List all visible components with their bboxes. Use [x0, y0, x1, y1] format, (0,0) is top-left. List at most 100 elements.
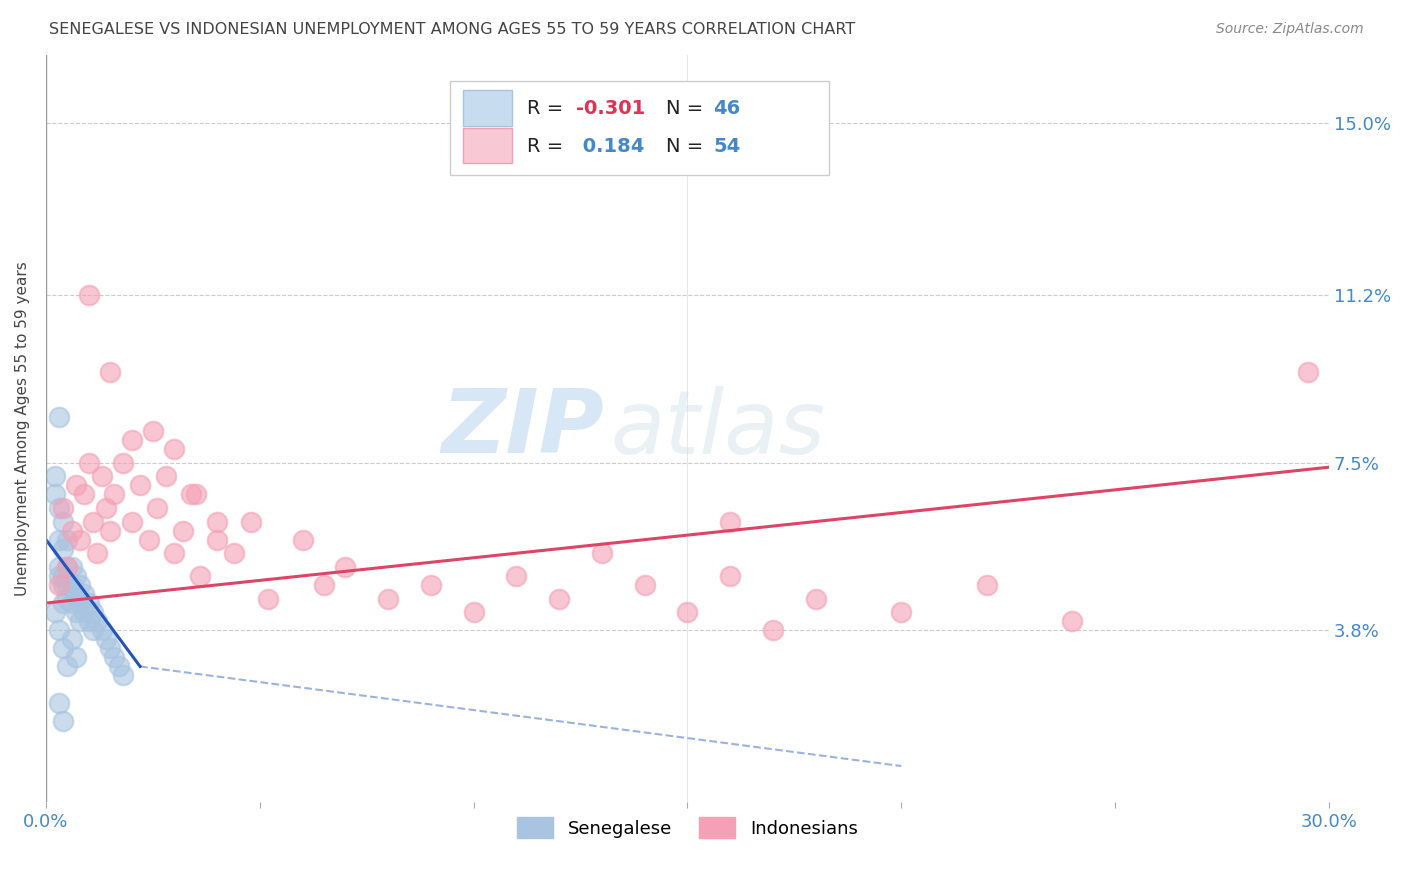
- Point: [56, 578, 79, 592]
- Point: [163, 546, 186, 560]
- Point: [138, 533, 160, 547]
- Point: [77, 614, 100, 628]
- Point: [463, 605, 485, 619]
- Point: [121, 515, 143, 529]
- Point: [257, 591, 280, 606]
- Text: ZIP: ZIP: [441, 385, 605, 472]
- Point: [121, 433, 143, 447]
- Point: [56, 559, 79, 574]
- Point: [718, 569, 741, 583]
- Text: SENEGALESE VS INDONESIAN UNEMPLOYMENT AMONG AGES 55 TO 59 YEARS CORRELATION CHAR: SENEGALESE VS INDONESIAN UNEMPLOYMENT AM…: [49, 22, 855, 37]
- Point: [48, 533, 70, 547]
- Point: [90, 469, 112, 483]
- Point: [205, 515, 228, 529]
- Point: [762, 624, 785, 638]
- Point: [73, 487, 96, 501]
- Point: [142, 424, 165, 438]
- Point: [60, 559, 83, 574]
- Point: [48, 569, 70, 583]
- Point: [52, 541, 75, 556]
- FancyBboxPatch shape: [450, 81, 828, 175]
- Text: 54: 54: [713, 136, 741, 156]
- Point: [44, 469, 66, 483]
- Point: [86, 614, 108, 628]
- Text: R =: R =: [527, 99, 569, 118]
- FancyBboxPatch shape: [463, 90, 512, 126]
- Point: [82, 515, 104, 529]
- Point: [56, 533, 79, 547]
- Point: [146, 500, 169, 515]
- Point: [60, 524, 83, 538]
- Point: [377, 591, 399, 606]
- Point: [52, 515, 75, 529]
- Point: [180, 487, 202, 501]
- Point: [52, 578, 75, 592]
- Point: [73, 605, 96, 619]
- FancyBboxPatch shape: [463, 128, 512, 163]
- Point: [90, 624, 112, 638]
- Point: [65, 650, 87, 665]
- Point: [69, 578, 91, 592]
- Point: [65, 569, 87, 583]
- Point: [111, 668, 134, 682]
- Point: [103, 487, 125, 501]
- Point: [155, 469, 177, 483]
- Legend: Senegalese, Indonesians: Senegalese, Indonesians: [510, 810, 865, 846]
- Point: [98, 641, 121, 656]
- Point: [111, 456, 134, 470]
- Point: [129, 478, 152, 492]
- Point: [44, 605, 66, 619]
- Point: [804, 591, 827, 606]
- Point: [82, 624, 104, 638]
- Point: [52, 641, 75, 656]
- Point: [103, 650, 125, 665]
- Point: [52, 569, 75, 583]
- Point: [184, 487, 207, 501]
- Point: [890, 605, 912, 619]
- Point: [1296, 365, 1319, 379]
- Point: [48, 578, 70, 592]
- Point: [188, 569, 211, 583]
- Point: [718, 515, 741, 529]
- Point: [94, 632, 117, 647]
- Point: [56, 659, 79, 673]
- Text: N =: N =: [665, 99, 709, 118]
- Point: [65, 587, 87, 601]
- Point: [676, 605, 699, 619]
- Point: [65, 478, 87, 492]
- Point: [976, 578, 998, 592]
- Point: [69, 614, 91, 628]
- Point: [44, 487, 66, 501]
- Point: [65, 605, 87, 619]
- Point: [60, 578, 83, 592]
- Point: [48, 410, 70, 425]
- Point: [48, 696, 70, 710]
- Point: [634, 578, 657, 592]
- Text: R =: R =: [527, 136, 569, 156]
- Point: [98, 365, 121, 379]
- Point: [335, 559, 357, 574]
- Point: [60, 596, 83, 610]
- Point: [73, 587, 96, 601]
- Point: [240, 515, 263, 529]
- Point: [69, 533, 91, 547]
- Point: [82, 605, 104, 619]
- Point: [86, 546, 108, 560]
- Point: [94, 500, 117, 515]
- Point: [48, 500, 70, 515]
- Point: [172, 524, 194, 538]
- Text: Source: ZipAtlas.com: Source: ZipAtlas.com: [1216, 22, 1364, 37]
- Point: [163, 442, 186, 456]
- Point: [48, 559, 70, 574]
- Point: [291, 533, 314, 547]
- Point: [1062, 614, 1084, 628]
- Point: [548, 591, 571, 606]
- Point: [56, 591, 79, 606]
- Point: [56, 559, 79, 574]
- Point: [107, 659, 129, 673]
- Text: 46: 46: [713, 99, 741, 118]
- Point: [60, 632, 83, 647]
- Text: N =: N =: [665, 136, 709, 156]
- Point: [77, 456, 100, 470]
- Text: -0.301: -0.301: [576, 99, 645, 118]
